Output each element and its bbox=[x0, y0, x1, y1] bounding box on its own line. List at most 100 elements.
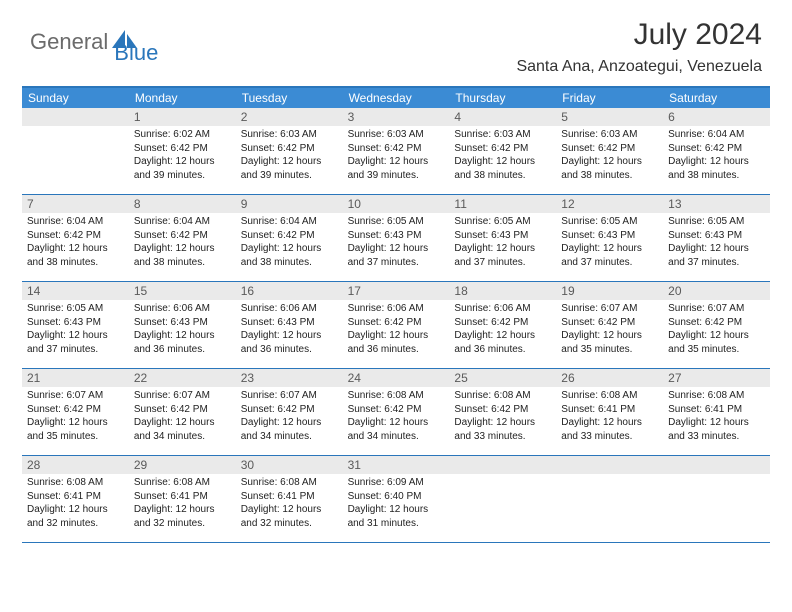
sunset-line: Sunset: 6:41 PM bbox=[668, 403, 765, 417]
day-number: 28 bbox=[22, 456, 129, 474]
day-cell: 21Sunrise: 6:07 AMSunset: 6:42 PMDayligh… bbox=[22, 369, 129, 455]
day-number: 5 bbox=[556, 108, 663, 126]
day-number bbox=[663, 456, 770, 474]
sunset-line: Sunset: 6:42 PM bbox=[561, 142, 658, 156]
sunset-line: Sunset: 6:41 PM bbox=[27, 490, 124, 504]
day-cell: 2Sunrise: 6:03 AMSunset: 6:42 PMDaylight… bbox=[236, 108, 343, 194]
daylight-line: Daylight: 12 hours and 34 minutes. bbox=[241, 416, 338, 443]
weekday-header: Thursday bbox=[449, 88, 556, 108]
sunrise-line: Sunrise: 6:06 AM bbox=[348, 302, 445, 316]
day-body: Sunrise: 6:06 AMSunset: 6:43 PMDaylight:… bbox=[129, 300, 236, 360]
day-body: Sunrise: 6:08 AMSunset: 6:41 PMDaylight:… bbox=[236, 474, 343, 534]
sunset-line: Sunset: 6:42 PM bbox=[348, 403, 445, 417]
week-row: 1Sunrise: 6:02 AMSunset: 6:42 PMDaylight… bbox=[22, 108, 770, 195]
daylight-line: Daylight: 12 hours and 35 minutes. bbox=[27, 416, 124, 443]
day-body: Sunrise: 6:03 AMSunset: 6:42 PMDaylight:… bbox=[343, 126, 450, 186]
day-cell: 20Sunrise: 6:07 AMSunset: 6:42 PMDayligh… bbox=[663, 282, 770, 368]
day-number: 3 bbox=[343, 108, 450, 126]
daylight-line: Daylight: 12 hours and 36 minutes. bbox=[348, 329, 445, 356]
sunset-line: Sunset: 6:42 PM bbox=[454, 316, 551, 330]
day-cell: 7Sunrise: 6:04 AMSunset: 6:42 PMDaylight… bbox=[22, 195, 129, 281]
day-body: Sunrise: 6:04 AMSunset: 6:42 PMDaylight:… bbox=[663, 126, 770, 186]
day-number bbox=[22, 108, 129, 126]
day-number: 18 bbox=[449, 282, 556, 300]
daylight-line: Daylight: 12 hours and 38 minutes. bbox=[27, 242, 124, 269]
day-cell: 11Sunrise: 6:05 AMSunset: 6:43 PMDayligh… bbox=[449, 195, 556, 281]
sunrise-line: Sunrise: 6:09 AM bbox=[348, 476, 445, 490]
day-cell: 6Sunrise: 6:04 AMSunset: 6:42 PMDaylight… bbox=[663, 108, 770, 194]
day-body: Sunrise: 6:04 AMSunset: 6:42 PMDaylight:… bbox=[129, 213, 236, 273]
day-number: 21 bbox=[22, 369, 129, 387]
sunrise-line: Sunrise: 6:03 AM bbox=[348, 128, 445, 142]
day-number: 29 bbox=[129, 456, 236, 474]
sunrise-line: Sunrise: 6:07 AM bbox=[241, 389, 338, 403]
day-cell: 29Sunrise: 6:08 AMSunset: 6:41 PMDayligh… bbox=[129, 456, 236, 542]
sunset-line: Sunset: 6:42 PM bbox=[668, 316, 765, 330]
day-cell: 30Sunrise: 6:08 AMSunset: 6:41 PMDayligh… bbox=[236, 456, 343, 542]
sunrise-line: Sunrise: 6:04 AM bbox=[27, 215, 124, 229]
sunrise-line: Sunrise: 6:04 AM bbox=[134, 215, 231, 229]
weekday-header: Saturday bbox=[663, 88, 770, 108]
week-row: 28Sunrise: 6:08 AMSunset: 6:41 PMDayligh… bbox=[22, 456, 770, 543]
week-row: 7Sunrise: 6:04 AMSunset: 6:42 PMDaylight… bbox=[22, 195, 770, 282]
day-number: 31 bbox=[343, 456, 450, 474]
day-cell bbox=[663, 456, 770, 542]
header: General Blue July 2024 Santa Ana, Anzoat… bbox=[0, 0, 792, 80]
sunset-line: Sunset: 6:41 PM bbox=[241, 490, 338, 504]
day-number: 9 bbox=[236, 195, 343, 213]
day-number: 1 bbox=[129, 108, 236, 126]
day-cell: 23Sunrise: 6:07 AMSunset: 6:42 PMDayligh… bbox=[236, 369, 343, 455]
day-cell bbox=[556, 456, 663, 542]
day-cell: 5Sunrise: 6:03 AMSunset: 6:42 PMDaylight… bbox=[556, 108, 663, 194]
daylight-line: Daylight: 12 hours and 31 minutes. bbox=[348, 503, 445, 530]
sunrise-line: Sunrise: 6:05 AM bbox=[27, 302, 124, 316]
sunrise-line: Sunrise: 6:07 AM bbox=[668, 302, 765, 316]
daylight-line: Daylight: 12 hours and 38 minutes. bbox=[668, 155, 765, 182]
daylight-line: Daylight: 12 hours and 33 minutes. bbox=[454, 416, 551, 443]
day-number: 10 bbox=[343, 195, 450, 213]
sunrise-line: Sunrise: 6:08 AM bbox=[241, 476, 338, 490]
day-cell: 12Sunrise: 6:05 AMSunset: 6:43 PMDayligh… bbox=[556, 195, 663, 281]
sunset-line: Sunset: 6:43 PM bbox=[561, 229, 658, 243]
sunset-line: Sunset: 6:42 PM bbox=[454, 403, 551, 417]
day-number: 2 bbox=[236, 108, 343, 126]
daylight-line: Daylight: 12 hours and 38 minutes. bbox=[561, 155, 658, 182]
week-row: 14Sunrise: 6:05 AMSunset: 6:43 PMDayligh… bbox=[22, 282, 770, 369]
sunset-line: Sunset: 6:42 PM bbox=[134, 142, 231, 156]
weeks-container: 1Sunrise: 6:02 AMSunset: 6:42 PMDaylight… bbox=[22, 108, 770, 543]
brand-general: General bbox=[30, 29, 108, 55]
daylight-line: Daylight: 12 hours and 39 minutes. bbox=[134, 155, 231, 182]
day-number: 7 bbox=[22, 195, 129, 213]
day-body: Sunrise: 6:07 AMSunset: 6:42 PMDaylight:… bbox=[236, 387, 343, 447]
daylight-line: Daylight: 12 hours and 32 minutes. bbox=[27, 503, 124, 530]
daylight-line: Daylight: 12 hours and 32 minutes. bbox=[134, 503, 231, 530]
sunrise-line: Sunrise: 6:04 AM bbox=[668, 128, 765, 142]
weekday-header: Monday bbox=[129, 88, 236, 108]
weekday-header: Tuesday bbox=[236, 88, 343, 108]
daylight-line: Daylight: 12 hours and 38 minutes. bbox=[241, 242, 338, 269]
day-cell bbox=[22, 108, 129, 194]
day-number: 14 bbox=[22, 282, 129, 300]
daylight-line: Daylight: 12 hours and 36 minutes. bbox=[134, 329, 231, 356]
sunrise-line: Sunrise: 6:08 AM bbox=[27, 476, 124, 490]
calendar: SundayMondayTuesdayWednesdayThursdayFrid… bbox=[22, 86, 770, 543]
sunrise-line: Sunrise: 6:05 AM bbox=[668, 215, 765, 229]
day-number: 8 bbox=[129, 195, 236, 213]
day-body: Sunrise: 6:04 AMSunset: 6:42 PMDaylight:… bbox=[236, 213, 343, 273]
weekday-header: Sunday bbox=[22, 88, 129, 108]
sunrise-line: Sunrise: 6:04 AM bbox=[241, 215, 338, 229]
day-body: Sunrise: 6:03 AMSunset: 6:42 PMDaylight:… bbox=[236, 126, 343, 186]
week-row: 21Sunrise: 6:07 AMSunset: 6:42 PMDayligh… bbox=[22, 369, 770, 456]
day-number: 22 bbox=[129, 369, 236, 387]
sunrise-line: Sunrise: 6:05 AM bbox=[561, 215, 658, 229]
sunrise-line: Sunrise: 6:05 AM bbox=[348, 215, 445, 229]
weekday-header: Wednesday bbox=[343, 88, 450, 108]
sunrise-line: Sunrise: 6:06 AM bbox=[454, 302, 551, 316]
sunrise-line: Sunrise: 6:06 AM bbox=[134, 302, 231, 316]
daylight-line: Daylight: 12 hours and 37 minutes. bbox=[454, 242, 551, 269]
day-cell: 18 Sunrise: 6:06 AMSunset: 6:42 PMDayligh… bbox=[449, 282, 556, 368]
day-body: Sunrise: 6:05 AMSunset: 6:43 PMDaylight:… bbox=[22, 300, 129, 360]
daylight-line: Daylight: 12 hours and 36 minutes. bbox=[454, 329, 551, 356]
sunset-line: Sunset: 6:42 PM bbox=[241, 142, 338, 156]
sunrise-line: Sunrise: 6:08 AM bbox=[134, 476, 231, 490]
